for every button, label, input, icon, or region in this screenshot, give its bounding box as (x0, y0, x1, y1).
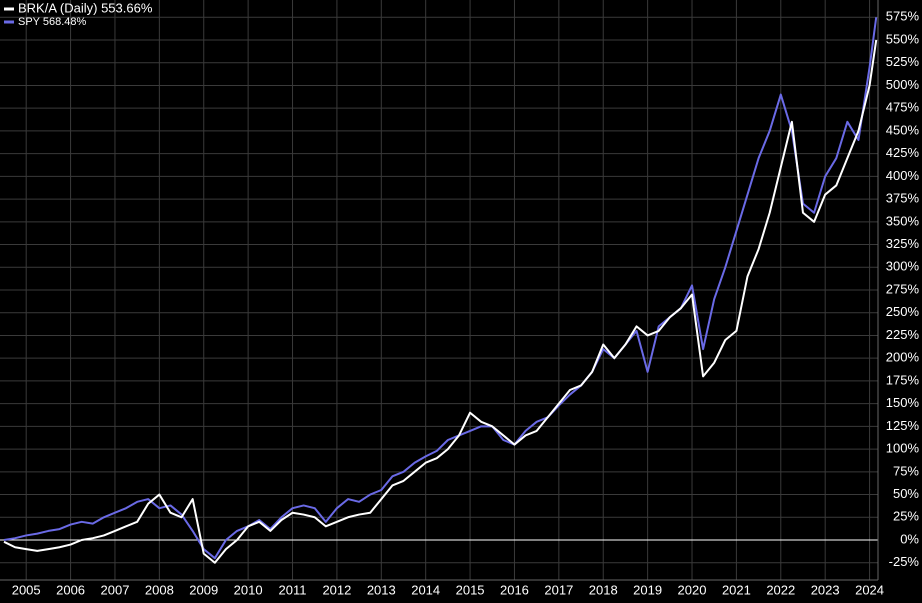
x-tick-label: 2016 (500, 582, 529, 597)
x-tick-label: 2022 (766, 582, 795, 597)
y-tick-label: 0% (900, 531, 919, 546)
x-tick-label: 2015 (456, 582, 485, 597)
x-tick-label: 2012 (322, 582, 351, 597)
x-tick-label: 2017 (544, 582, 573, 597)
y-tick-label: 475% (886, 100, 920, 115)
y-tick-label: 275% (886, 281, 920, 296)
x-tick-label: 2023 (811, 582, 840, 597)
y-tick-label: 500% (886, 77, 920, 92)
x-tick-label: 2005 (12, 582, 41, 597)
x-tick-label: 2021 (722, 582, 751, 597)
y-tick-label: 150% (886, 395, 920, 410)
x-tick-label: 2006 (56, 582, 85, 597)
y-tick-label: 75% (893, 463, 919, 478)
x-tick-label: 2008 (145, 582, 174, 597)
y-tick-label: 325% (886, 236, 920, 251)
y-tick-label: 250% (886, 304, 920, 319)
y-tick-label: 575% (886, 9, 920, 24)
y-tick-label: 525% (886, 54, 920, 69)
legend-label: SPY 568.48% (18, 16, 87, 28)
x-tick-label: 2018 (589, 582, 618, 597)
y-tick-label: 550% (886, 31, 920, 46)
x-tick-label: 2019 (633, 582, 662, 597)
y-tick-label: 100% (886, 441, 920, 456)
y-tick-label: 450% (886, 122, 920, 137)
x-tick-label: 2009 (189, 582, 218, 597)
y-tick-label: 50% (893, 486, 919, 501)
y-tick-label: -25% (889, 554, 920, 569)
x-tick-label: 2020 (678, 582, 707, 597)
legend-label: BRK/A (Daily) 553.66% (18, 0, 153, 15)
series-line (3, 39, 878, 564)
x-tick-label: 2007 (101, 582, 130, 597)
y-tick-label: 300% (886, 259, 920, 274)
x-tick-label: 2010 (234, 582, 263, 597)
x-tick-label: 2011 (279, 582, 307, 597)
y-tick-label: 425% (886, 145, 920, 160)
y-tick-label: 175% (886, 372, 920, 387)
y-tick-label: 400% (886, 168, 920, 183)
x-tick-label: 2024 (855, 582, 884, 597)
y-tick-label: 375% (886, 191, 920, 206)
y-tick-label: 200% (886, 350, 920, 365)
y-tick-label: 125% (886, 418, 920, 433)
y-tick-label: 25% (893, 509, 919, 524)
series-line (3, 17, 878, 560)
y-tick-label: 350% (886, 213, 920, 228)
y-tick-label: 225% (886, 327, 920, 342)
x-tick-label: 2013 (367, 582, 396, 597)
x-tick-label: 2014 (411, 582, 440, 597)
